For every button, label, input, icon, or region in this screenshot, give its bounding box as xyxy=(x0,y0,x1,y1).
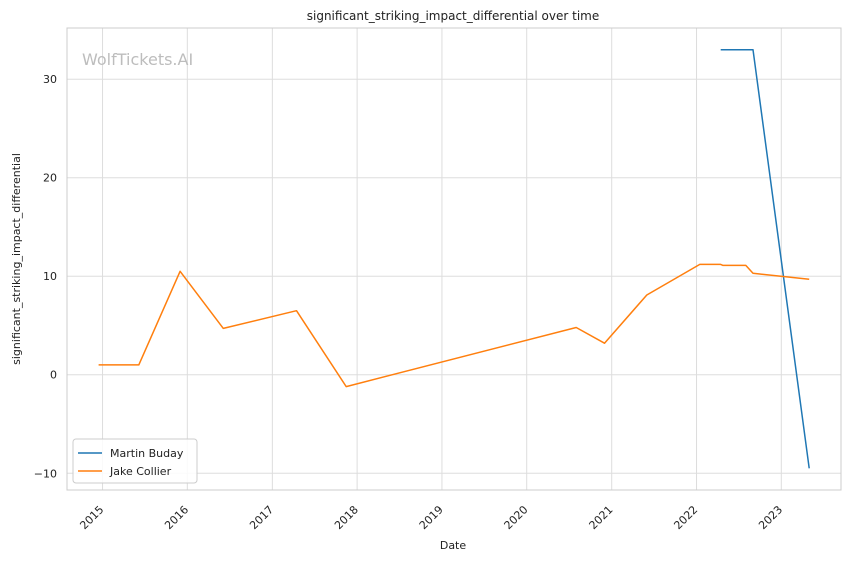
x-tick-label: 2023 xyxy=(756,503,785,532)
grid xyxy=(67,28,841,490)
x-tick-label: 2016 xyxy=(162,503,191,532)
y-axis-label: significant_striking_impact_differential xyxy=(10,153,23,365)
x-tick-label: 2017 xyxy=(247,503,276,532)
y-tick-label: 30 xyxy=(43,73,57,86)
x-tick-label: 2019 xyxy=(417,503,446,532)
y-tick-label: 10 xyxy=(43,270,57,283)
x-tick-label: 2021 xyxy=(587,503,616,532)
series-line-martin-buday xyxy=(720,48,810,469)
chart-title: significant_striking_impact_differential… xyxy=(307,9,599,23)
legend-label-jake-collier: Jake Collier xyxy=(109,465,172,478)
y-tick-label: −10 xyxy=(34,467,57,480)
legend-box xyxy=(72,438,198,484)
series-line-jake-collier xyxy=(98,263,810,388)
x-tick-label: 2018 xyxy=(332,503,361,532)
watermark-text: WolfTickets.AI xyxy=(82,50,193,69)
legend: Martin Buday Jake Collier xyxy=(72,438,198,484)
legend-label-martin-buday: Martin Buday xyxy=(110,447,184,460)
x-tick-label: 2022 xyxy=(671,503,700,532)
y-tick-label: 0 xyxy=(50,369,57,382)
x-axis-label: Date xyxy=(440,539,467,552)
x-tick-label: 2015 xyxy=(77,503,106,532)
series-layer xyxy=(98,48,810,469)
x-tick-label: 2020 xyxy=(502,503,531,532)
plot-frame xyxy=(66,27,842,491)
y-tick-label: 20 xyxy=(43,172,57,185)
